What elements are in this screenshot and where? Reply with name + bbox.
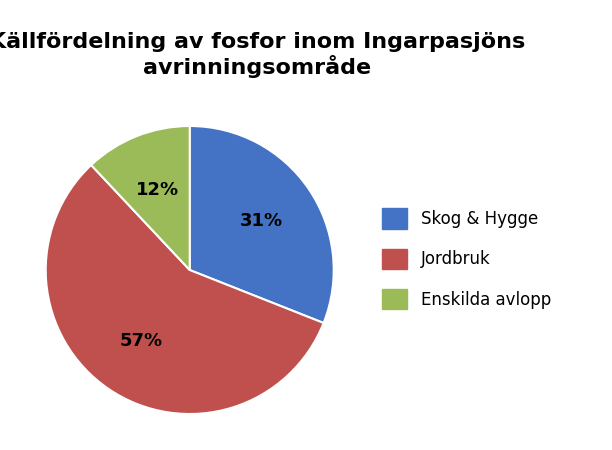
Text: 57%: 57% xyxy=(119,333,163,351)
Wedge shape xyxy=(190,126,334,323)
Legend: Skog & Hygge, Jordbruk, Enskilda avlopp: Skog & Hygge, Jordbruk, Enskilda avlopp xyxy=(376,202,558,316)
Text: 31%: 31% xyxy=(240,212,283,230)
Wedge shape xyxy=(91,126,190,270)
Wedge shape xyxy=(46,165,324,414)
Text: 12%: 12% xyxy=(136,180,179,198)
Text: Källfördelning av fosfor inom Ingarpasjöns
avrinningsområde: Källfördelning av fosfor inom Ingarpasjö… xyxy=(0,32,525,78)
